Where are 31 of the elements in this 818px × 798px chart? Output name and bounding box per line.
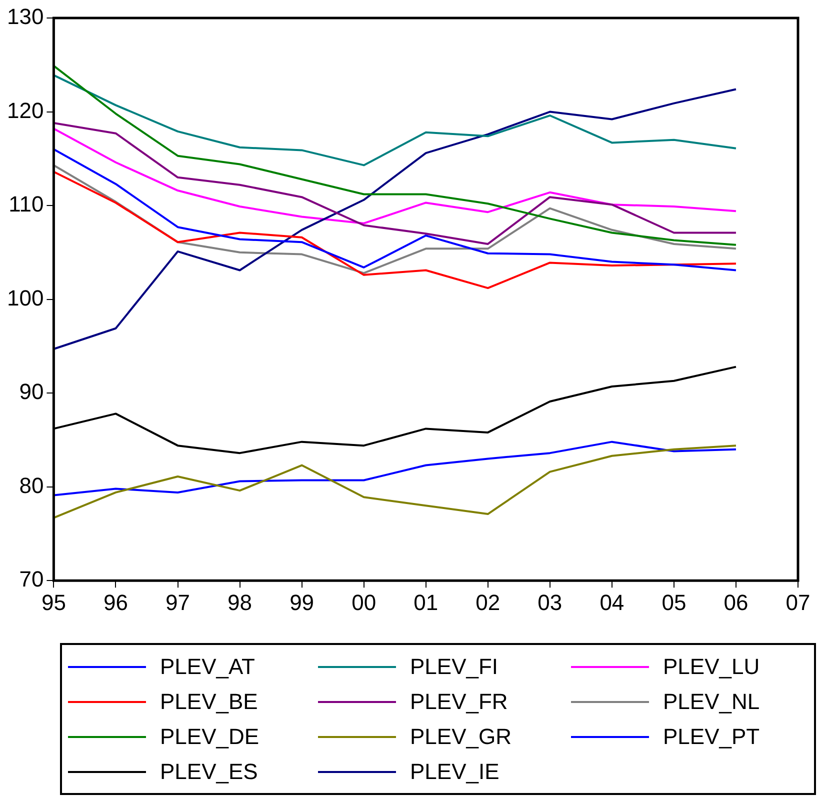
legend-label: PLEV_FI [410,654,498,680]
y-tick-label: 100 [6,285,44,310]
y-tick-label: 70 [19,566,44,592]
x-tick-label: 06 [724,590,748,615]
legend-label: PLEV_BE [160,688,258,714]
y-tick-label: 90 [19,379,44,404]
legend-label: PLEV_IE [410,758,500,784]
x-tick-label: 03 [538,590,562,615]
x-tick-label: 02 [476,590,500,615]
x-tick-label: 98 [228,590,252,615]
y-tick-label: 130 [6,4,44,30]
y-tick-label: 110 [8,192,44,217]
x-tick-label: 95 [41,590,66,615]
y-tick-label: 80 [19,472,44,498]
legend-label: PLEV_GR [410,724,512,750]
x-tick-label: 96 [103,590,128,615]
legend-label: PLEV_FR [410,688,508,714]
x-tick-label: 01 [414,590,438,615]
x-tick-label: 00 [352,590,376,615]
legend-label: PLEV_AT [160,654,255,680]
x-tick-label: 04 [600,590,624,615]
legend-label: PLEV_NL [663,688,760,714]
x-tick-label: 97 [166,590,190,615]
legend-label: PLEV_PT [663,724,760,750]
x-tick-label: 99 [290,590,314,615]
legend-label: PLEV_DE [160,724,260,750]
x-tick-label: 05 [662,590,686,615]
x-tick-label: 07 [786,590,810,615]
y-tick-label: 120 [6,98,44,123]
legend-label: PLEV_ES [160,758,258,784]
legend-label: PLEV_LU [663,654,760,680]
